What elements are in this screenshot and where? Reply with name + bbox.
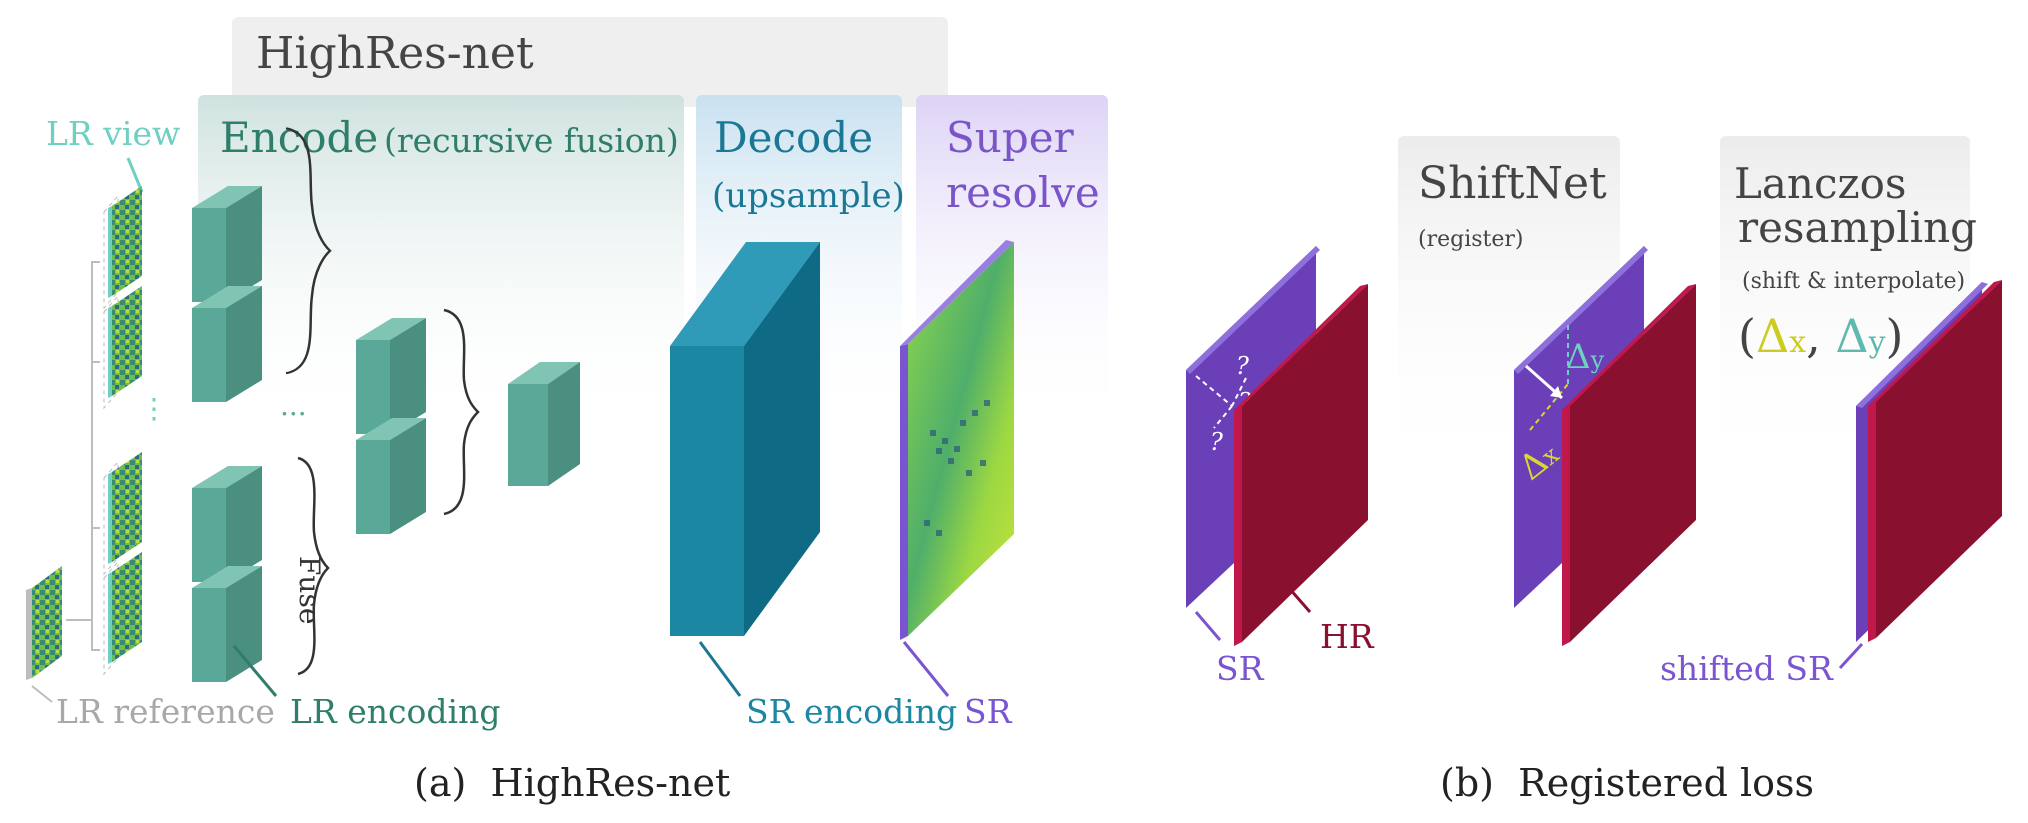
lr-view-image — [103, 452, 142, 576]
final-fused-block — [508, 362, 580, 486]
lr-view-pointer — [126, 157, 144, 193]
formula-comma: , — [1806, 309, 1835, 363]
sr-encoding-label: SR encoding — [746, 692, 957, 731]
formula-dy-symbol: Δ — [1835, 309, 1868, 363]
fuse-brace-top — [285, 127, 332, 375]
hr-plate-3 — [1868, 280, 2002, 642]
dy-label: Δy — [1566, 337, 1605, 377]
sr-label-b1: SR — [1216, 649, 1265, 688]
lr-view-image — [103, 552, 142, 676]
shiftnet-subtitle: (register) — [1418, 227, 1524, 252]
q-mark-1: ? — [1236, 352, 1249, 380]
caption-a: (a) HighRes-net — [414, 761, 730, 805]
lanczos-line2: resampling — [1738, 203, 1977, 252]
formula-dx-symbol: Δ — [1756, 309, 1789, 363]
hr-pointer — [1252, 547, 1312, 613]
shifted-sr-label: shifted SR — [1660, 649, 1834, 688]
lr-encoding-blocks — [192, 186, 262, 682]
hr-label: HR — [1320, 617, 1375, 656]
decode-subtitle: (upsample) — [712, 176, 905, 216]
shifted-sr-pointer — [1838, 642, 1864, 670]
formula-dx-sub: x — [1789, 325, 1806, 360]
lr-reference-image — [26, 566, 62, 680]
encode-subtitle: (recursive fusion) — [384, 121, 679, 160]
encode-title: Encode — [220, 113, 378, 162]
lr-reference-pointer — [31, 685, 53, 703]
lr-view-label: LR view — [46, 114, 180, 153]
lr-view-stack: ⋮ — [103, 186, 168, 676]
lr-view-image — [103, 186, 142, 310]
fused-block — [356, 318, 426, 434]
fused-blocks — [356, 318, 426, 534]
fuse-brace-bottom — [297, 456, 330, 676]
sr-pointer-b1 — [1194, 611, 1222, 641]
lanczos-line1: Lanczos — [1734, 159, 1906, 208]
formula-dy-sub: y — [1868, 325, 1886, 360]
fuse-brace-second — [443, 308, 480, 516]
lanczos-formula: (Δx, Δy) — [1738, 309, 1904, 363]
highresnet-title: HighRes-net — [256, 28, 534, 79]
decode-title: Decode — [714, 113, 873, 162]
super-line2: resolve — [946, 168, 1100, 217]
highresnet-header — [232, 17, 948, 107]
shiftnet-title: ShiftNet — [1418, 158, 1607, 209]
sr-image — [900, 240, 1014, 640]
lr-view-dots: ⋮ — [140, 392, 168, 425]
lr-encoding-pointer — [232, 645, 278, 697]
lr-reference-label: LR reference — [56, 692, 275, 731]
formula-open: ( — [1738, 309, 1756, 363]
encode-ellipsis: ... — [280, 389, 307, 422]
caption-b: (b) Registered loss — [1440, 761, 1814, 805]
sr-pointer — [902, 641, 950, 697]
hr-plate-1 — [1234, 284, 1368, 646]
lanczos-subtitle: (shift & interpolate) — [1742, 269, 1965, 294]
lr-encoding-block — [192, 286, 262, 402]
fuse-label: Fuse — [293, 556, 326, 624]
sr-encoding-slab — [670, 242, 820, 636]
q-mark-3: ? — [1210, 428, 1223, 456]
super-line1: Super — [946, 113, 1075, 162]
lr-encoding-block — [192, 466, 262, 582]
formula-close: ) — [1886, 309, 1904, 363]
sr-encoding-pointer — [698, 641, 742, 697]
encode-region — [198, 95, 684, 425]
hr-plate-2 — [1562, 284, 1696, 646]
fused-block — [356, 418, 426, 534]
lr-encoding-block — [192, 186, 262, 302]
sr-label-a: SR — [964, 692, 1013, 731]
lr-encoding-block — [192, 566, 262, 682]
lr-encoding-label: LR encoding — [290, 692, 500, 731]
lr-view-image — [103, 286, 142, 410]
lr-reference-connector — [66, 261, 100, 651]
